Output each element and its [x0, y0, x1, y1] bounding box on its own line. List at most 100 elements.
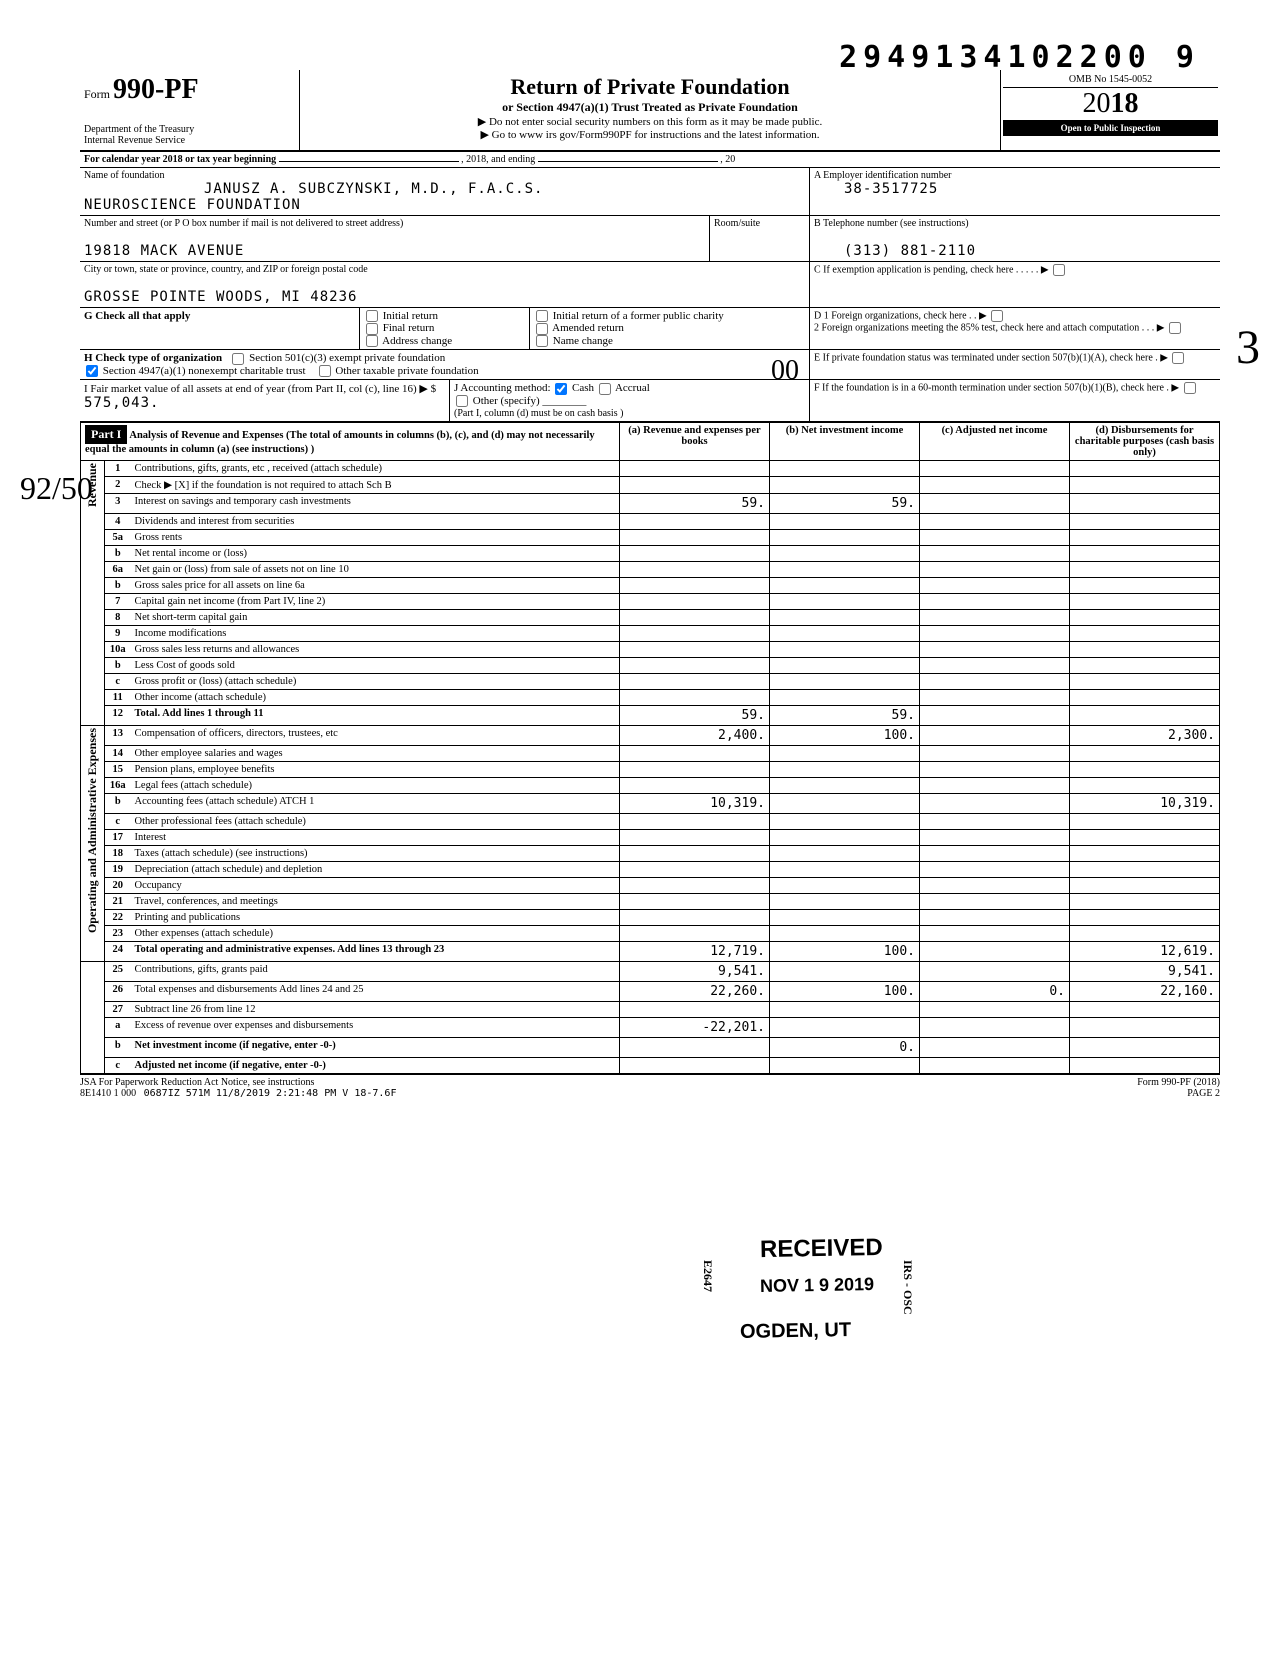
g-addr: Address change: [382, 335, 452, 347]
line-15-no: 15: [105, 762, 131, 778]
line-19-no: 19: [105, 862, 131, 878]
g-label: G Check all that apply: [84, 310, 190, 322]
line-23-no: 23: [105, 926, 131, 942]
j-other: Other (specify): [473, 395, 540, 407]
line-27a-desc: Excess of revenue over expenses and disb…: [131, 1018, 620, 1038]
line-26-b: 100.: [770, 982, 920, 1002]
line-27b-no: b: [105, 1038, 131, 1058]
line-3-a: 59.: [620, 494, 770, 514]
dln-number: 2949134102200 9: [839, 40, 1200, 75]
j-cash: Cash: [572, 382, 594, 394]
g-name: Name change: [553, 335, 613, 347]
line-16b-d: 10,319.: [1070, 794, 1220, 814]
line-10b-no: b: [105, 658, 131, 674]
j-other-cb[interactable]: [456, 395, 468, 407]
line-26-c: 0.: [920, 982, 1070, 1002]
open-public: Open to Public Inspection: [1003, 120, 1218, 136]
line-12-b: 59.: [770, 706, 920, 726]
form-page: 2949134102200 9 3 92/50 Form 990-PF Depa…: [0, 0, 1280, 1654]
irs-osc-stamp: IRS - OSC: [900, 1260, 915, 1315]
g-final-cb[interactable]: [366, 323, 378, 335]
received-date-stamp: NOV 1 9 2019: [760, 1274, 874, 1297]
j-accrual: Accrual: [615, 382, 650, 394]
g-addr-cb[interactable]: [366, 335, 378, 347]
line-26-no: 26: [105, 982, 131, 1002]
dept-label: Department of the Treasury: [84, 124, 295, 135]
footer-stamp: 0687IZ 571M 11/8/2019 2:21:48 PM V 18-7.…: [144, 1088, 397, 1099]
opex-section-label: Operating and Administrative Expenses: [85, 728, 100, 933]
line-16b-no: b: [105, 794, 131, 814]
ein-label: A Employer identification number: [814, 170, 1216, 181]
cal-year-mid: , 2018, and ending: [461, 154, 535, 165]
ogden-stamp: OGDEN, UT: [740, 1319, 852, 1344]
line-17-no: 17: [105, 830, 131, 846]
line-10c-no: c: [105, 674, 131, 690]
line-6b-no: b: [105, 578, 131, 594]
line-11-no: 11: [105, 690, 131, 706]
line-4-desc: Dividends and interest from securities: [131, 514, 620, 530]
line-7-no: 7: [105, 594, 131, 610]
j-accrual-cb[interactable]: [599, 383, 611, 395]
line-10c-desc: Gross profit or (loss) (attach schedule): [131, 674, 620, 690]
g-initial-former-cb[interactable]: [536, 310, 548, 322]
line-27c-desc: Adjusted net income (if negative, enter …: [135, 1060, 326, 1071]
line-27a-a: -22,201.: [620, 1018, 770, 1038]
foundation-name1: JANUSZ A. SUBCZYNSKI, M.D., F.A.C.S.: [84, 181, 805, 197]
line-7-desc: Capital gain net income (from Part IV, l…: [131, 594, 620, 610]
part1-table: Part I Analysis of Revenue and Expenses …: [80, 422, 1220, 1074]
line-27b-desc: Net investment income (if negative, ente…: [135, 1040, 336, 1051]
telephone: (313) 881-2110: [814, 243, 1216, 259]
line-1-no: 1: [105, 461, 131, 477]
fmv: 575,043.: [84, 395, 159, 411]
j-label: J Accounting method:: [454, 382, 551, 394]
tel-label: B Telephone number (see instructions): [814, 218, 1216, 229]
line-20-no: 20: [105, 878, 131, 894]
line-21-no: 21: [105, 894, 131, 910]
e-cb[interactable]: [1172, 352, 1184, 364]
h-othertax-cb[interactable]: [319, 365, 331, 377]
line-8-no: 8: [105, 610, 131, 626]
f-label: F If the foundation is in a 60-month ter…: [814, 383, 1164, 394]
room-label: Room/suite: [714, 218, 805, 229]
line-21-desc: Travel, conferences, and meetings: [131, 894, 620, 910]
g-initial-cb[interactable]: [366, 310, 378, 322]
line-13-no: 13: [105, 726, 131, 746]
i-label: I Fair market value of all assets at end…: [84, 383, 436, 395]
line-13-d: 2,300.: [1070, 726, 1220, 746]
line-26-a: 22,260.: [620, 982, 770, 1002]
line-14-no: 14: [105, 746, 131, 762]
h-4947-cb[interactable]: [86, 365, 98, 377]
d2-cb[interactable]: [1169, 322, 1181, 334]
d1-cb[interactable]: [991, 310, 1003, 322]
city: GROSSE POINTE WOODS, MI 48236: [84, 289, 805, 305]
line-9-no: 9: [105, 626, 131, 642]
line-25-a: 9,541.: [620, 962, 770, 982]
line-17-desc: Interest: [131, 830, 620, 846]
d1-label: D 1 Foreign organizations, check here: [814, 310, 967, 321]
line-5b-desc: Net rental income or (loss): [131, 546, 620, 562]
cal-year-begin: For calendar year 2018 or tax year begin…: [84, 154, 276, 165]
page-footer: JSA For Paperwork Reduction Act Notice, …: [80, 1074, 1220, 1099]
c-checkbox[interactable]: [1053, 264, 1065, 276]
part1-title: Analysis of Revenue and Expenses (The to…: [85, 430, 595, 455]
line-24-d: 12,619.: [1070, 942, 1220, 962]
j-cash-cb[interactable]: [555, 383, 567, 395]
f-cb[interactable]: [1184, 382, 1196, 394]
line-23-desc: Other expenses (attach schedule): [131, 926, 620, 942]
g-initial-former: Initial return of a former public charit…: [553, 310, 724, 322]
name-label: Name of foundation: [84, 170, 805, 181]
part1-header: Part I: [85, 425, 127, 444]
city-label: City or town, state or province, country…: [84, 264, 805, 275]
g-amended: Amended return: [552, 322, 624, 334]
g-amended-cb[interactable]: [536, 323, 548, 335]
h-501c3-cb[interactable]: [232, 353, 244, 365]
year-bold: 18: [1111, 88, 1139, 119]
line-1-desc: Contributions, gifts, grants, etc , rece…: [131, 461, 620, 477]
line-16c-no: c: [105, 814, 131, 830]
handwritten-00: 00: [771, 355, 799, 387]
line-25-no: 25: [105, 962, 131, 982]
g-namechg-cb[interactable]: [536, 335, 548, 347]
line-12-desc: Total. Add lines 1 through 11: [135, 708, 264, 719]
cal-year-end: , 20: [720, 154, 735, 165]
line-8-desc: Net short-term capital gain: [131, 610, 620, 626]
